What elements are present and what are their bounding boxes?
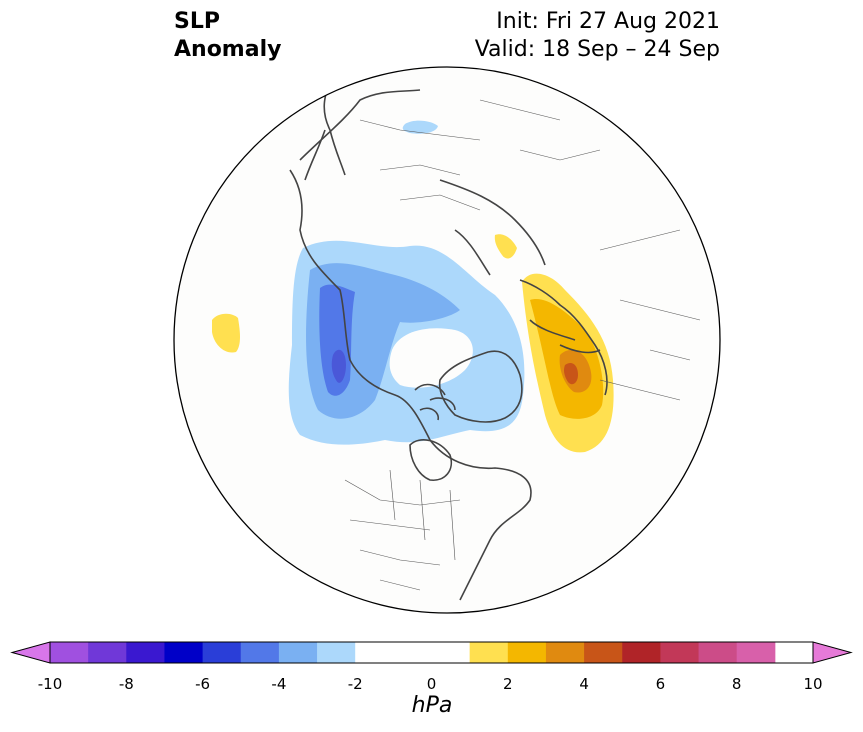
coastline-greenland: [438, 350, 523, 423]
title-line2: Anomaly: [174, 37, 282, 62]
colorbar-tick-label: 2: [503, 675, 513, 693]
colorbar-tick-label: -2: [347, 675, 363, 693]
colorbar-swatch: [545, 642, 585, 663]
colorbar-swatch: [469, 642, 509, 663]
coastline-europe: [519, 279, 608, 396]
colorbar-tick-label: 10: [803, 675, 823, 693]
colorbar-swatch: [240, 642, 280, 663]
colorbar-frame: [49, 641, 814, 664]
colorbar-tick-label: -8: [118, 675, 134, 693]
valid-range: Valid: 18 Sep – 24 Sep: [474, 37, 720, 62]
borders-europe: [599, 229, 701, 401]
anomaly-layer: [212, 120, 614, 453]
title-line1: SLP: [174, 9, 220, 34]
colorbar-extend-high: [812, 641, 853, 664]
anomaly-pos-barents: [494, 234, 517, 259]
forecast-dates: Init: Fri 27 Aug 2021 Valid: 18 Sep – 24…: [475, 8, 720, 64]
colorbar-swatch: [584, 642, 623, 663]
colorbar-tick-label: -4: [271, 675, 287, 693]
coastline-arctic-archipelago: [414, 383, 456, 421]
colorbar-swatch: [622, 642, 661, 663]
anomaly-pos-west: [212, 313, 240, 353]
colorbar-swatch: [507, 642, 547, 663]
anomaly-neg-siberia: [402, 120, 438, 134]
colorbar-tick-label: -6: [195, 675, 211, 693]
colorbar-swatch: [126, 642, 165, 663]
coastline-siberia: [299, 89, 546, 276]
colorbar-swatch: [202, 642, 242, 663]
coastline-layer: [289, 79, 608, 601]
colorbar-swatch: [393, 642, 471, 663]
anomaly-pos-core: [564, 363, 578, 385]
init-date: Init: Fri 27 Aug 2021: [496, 9, 720, 34]
anomaly-zero-pole: [389, 328, 473, 388]
colorbar-swatch: [164, 642, 204, 663]
colorbar-swatch: [278, 642, 318, 663]
colorbar-swatches: [50, 642, 776, 663]
colorbar-swatch: [736, 642, 776, 663]
colorbar-tick-label: 6: [655, 675, 666, 693]
anomaly-neg-core: [331, 349, 346, 383]
coastline-north-america: [289, 169, 532, 601]
coastline-hudson-bay: [409, 439, 452, 481]
colorbar-extend-low: [10, 641, 51, 664]
colorbar: [10, 641, 853, 664]
colorbar-tick-label: 8: [731, 675, 742, 693]
colorbar-tick-label: 0: [426, 675, 437, 693]
colorbar-units: hPa: [411, 693, 453, 718]
colorbar-swatch: [50, 642, 89, 663]
colorbar-tick-label: -10: [37, 675, 63, 693]
globe-outline: [173, 66, 721, 614]
colorbar-swatch: [355, 642, 394, 663]
colorbar-swatch: [317, 642, 356, 663]
borders-north-america: [344, 469, 461, 591]
colorbar-swatch: [660, 642, 700, 663]
map-title: SLP Anomaly: [174, 8, 281, 64]
anomaly-neg-3: [319, 284, 355, 396]
colorbar-swatch: [88, 642, 127, 663]
borders-asia: [359, 99, 601, 211]
colorbar-swatch: [698, 642, 738, 663]
borders-layer: [344, 99, 701, 591]
polar-map: [173, 66, 721, 614]
colorbar-tick-label: 4: [579, 675, 589, 693]
